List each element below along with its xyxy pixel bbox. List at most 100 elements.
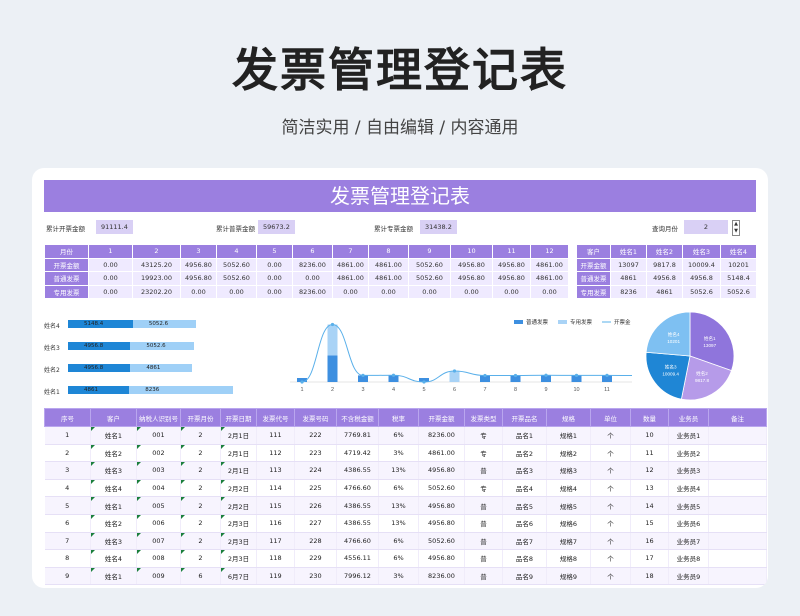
table-cell[interactable]: 2: [180, 532, 221, 551]
column-header[interactable]: 序号: [44, 408, 91, 427]
table-cell[interactable]: 个: [590, 514, 631, 533]
table-cell[interactable]: 7: [44, 532, 91, 551]
table-cell[interactable]: 姓名4: [90, 479, 137, 498]
table-cell[interactable]: 18: [630, 567, 669, 586]
table-cell[interactable]: 品名2: [502, 444, 547, 463]
table-cell[interactable]: 007: [136, 532, 181, 551]
table-cell[interactable]: 品名7: [502, 532, 547, 551]
table-cell[interactable]: [708, 461, 767, 480]
cell[interactable]: 13097: [610, 257, 647, 272]
table-cell[interactable]: 3%: [378, 444, 419, 463]
cell[interactable]: 4956.80: [492, 271, 531, 286]
table-cell[interactable]: 规格8: [546, 549, 591, 568]
cell[interactable]: 19923.00: [132, 271, 181, 286]
table-cell[interactable]: 15: [630, 514, 669, 533]
table-cell[interactable]: 13%: [378, 514, 419, 533]
table-cell[interactable]: 11: [630, 444, 669, 463]
table-cell[interactable]: 姓名4: [90, 549, 137, 568]
table-cell[interactable]: 规格1: [546, 426, 591, 445]
table-cell[interactable]: 10: [630, 426, 669, 445]
table-cell[interactable]: 姓名1: [90, 496, 137, 515]
table-cell[interactable]: 223: [294, 444, 337, 463]
table-cell[interactable]: [708, 514, 767, 533]
table-cell[interactable]: 规格3: [546, 461, 591, 480]
table-cell[interactable]: 4386.55: [336, 514, 379, 533]
table-cell[interactable]: 规格5: [546, 496, 591, 515]
table-cell[interactable]: 2: [180, 444, 221, 463]
table-cell[interactable]: 6%: [378, 479, 419, 498]
table-cell[interactable]: 2: [180, 496, 221, 515]
table-cell[interactable]: 119: [256, 567, 295, 586]
table-cell[interactable]: 9: [44, 567, 91, 586]
table-cell[interactable]: 专: [464, 426, 503, 445]
cell[interactable]: 5148.4: [720, 271, 757, 286]
cell[interactable]: 0.00: [256, 271, 293, 286]
cell[interactable]: 0.00: [216, 284, 257, 299]
cell[interactable]: 8236: [610, 284, 647, 299]
column-header[interactable]: 不含税金额: [336, 408, 379, 427]
cell[interactable]: 5052.60: [216, 271, 257, 286]
cell[interactable]: 4956.8: [682, 271, 721, 286]
table-cell[interactable]: 229: [294, 549, 337, 568]
table-cell[interactable]: 普: [464, 549, 503, 568]
column-header[interactable]: 数量: [630, 408, 669, 427]
table-cell[interactable]: 001: [136, 426, 181, 445]
table-cell[interactable]: 姓名2: [90, 444, 137, 463]
cell[interactable]: 4956.80: [450, 271, 493, 286]
table-cell[interactable]: 个: [590, 426, 631, 445]
cell[interactable]: 4861: [610, 271, 647, 286]
table-cell[interactable]: 4766.60: [336, 479, 379, 498]
summary-value-special[interactable]: 31438.2: [420, 220, 457, 234]
table-cell[interactable]: [708, 532, 767, 551]
table-cell[interactable]: 个: [590, 496, 631, 515]
column-header[interactable]: 规格: [546, 408, 591, 427]
table-cell[interactable]: 113: [256, 461, 295, 480]
column-header[interactable]: 开票月份: [180, 408, 221, 427]
table-cell[interactable]: 4956.80: [418, 496, 465, 515]
table-cell[interactable]: 姓名3: [90, 532, 137, 551]
table-cell[interactable]: 2: [180, 479, 221, 498]
table-cell[interactable]: 227: [294, 514, 337, 533]
table-cell[interactable]: 个: [590, 532, 631, 551]
table-cell[interactable]: 115: [256, 496, 295, 515]
table-cell[interactable]: 6%: [378, 549, 419, 568]
table-cell[interactable]: 专: [464, 444, 503, 463]
table-cell[interactable]: 2: [44, 444, 91, 463]
cell[interactable]: 0.00: [88, 271, 133, 286]
table-cell[interactable]: 228: [294, 532, 337, 551]
cell[interactable]: 4861: [646, 284, 683, 299]
column-header[interactable]: 开票金额: [418, 408, 465, 427]
table-cell[interactable]: 业务员6: [668, 514, 709, 533]
summary-value-normal[interactable]: 59673.2: [258, 220, 295, 234]
table-cell[interactable]: 个: [590, 444, 631, 463]
table-cell[interactable]: 225: [294, 479, 337, 498]
table-cell[interactable]: 个: [590, 479, 631, 498]
cell[interactable]: 23202.20: [132, 284, 181, 299]
table-cell[interactable]: 222: [294, 426, 337, 445]
column-header[interactable]: 单位: [590, 408, 631, 427]
cell[interactable]: 4861.00: [368, 271, 409, 286]
table-cell[interactable]: 4766.60: [336, 532, 379, 551]
table-cell[interactable]: 2月2日: [220, 479, 257, 498]
table-cell[interactable]: 普: [464, 461, 503, 480]
table-cell[interactable]: 业务员2: [668, 444, 709, 463]
table-cell[interactable]: 品名4: [502, 479, 547, 498]
table-cell[interactable]: 5052.60: [418, 479, 465, 498]
table-cell[interactable]: 品名1: [502, 426, 547, 445]
table-cell[interactable]: [708, 496, 767, 515]
table-cell[interactable]: 规格7: [546, 532, 591, 551]
table-cell[interactable]: 6: [180, 567, 221, 586]
table-cell[interactable]: 8236.00: [418, 567, 465, 586]
table-cell[interactable]: 姓名3: [90, 461, 137, 480]
table-cell[interactable]: 4956.80: [418, 461, 465, 480]
table-cell[interactable]: 专: [464, 479, 503, 498]
cell[interactable]: 10009.4: [682, 257, 721, 272]
cell[interactable]: 0.00: [368, 284, 409, 299]
table-cell[interactable]: 7769.81: [336, 426, 379, 445]
table-cell[interactable]: 117: [256, 532, 295, 551]
month-spinner[interactable]: ▲ ▼: [732, 220, 740, 236]
table-cell[interactable]: 业务员3: [668, 461, 709, 480]
table-cell[interactable]: 006: [136, 514, 181, 533]
column-header[interactable]: 开票品名: [502, 408, 547, 427]
table-cell[interactable]: 13%: [378, 496, 419, 515]
